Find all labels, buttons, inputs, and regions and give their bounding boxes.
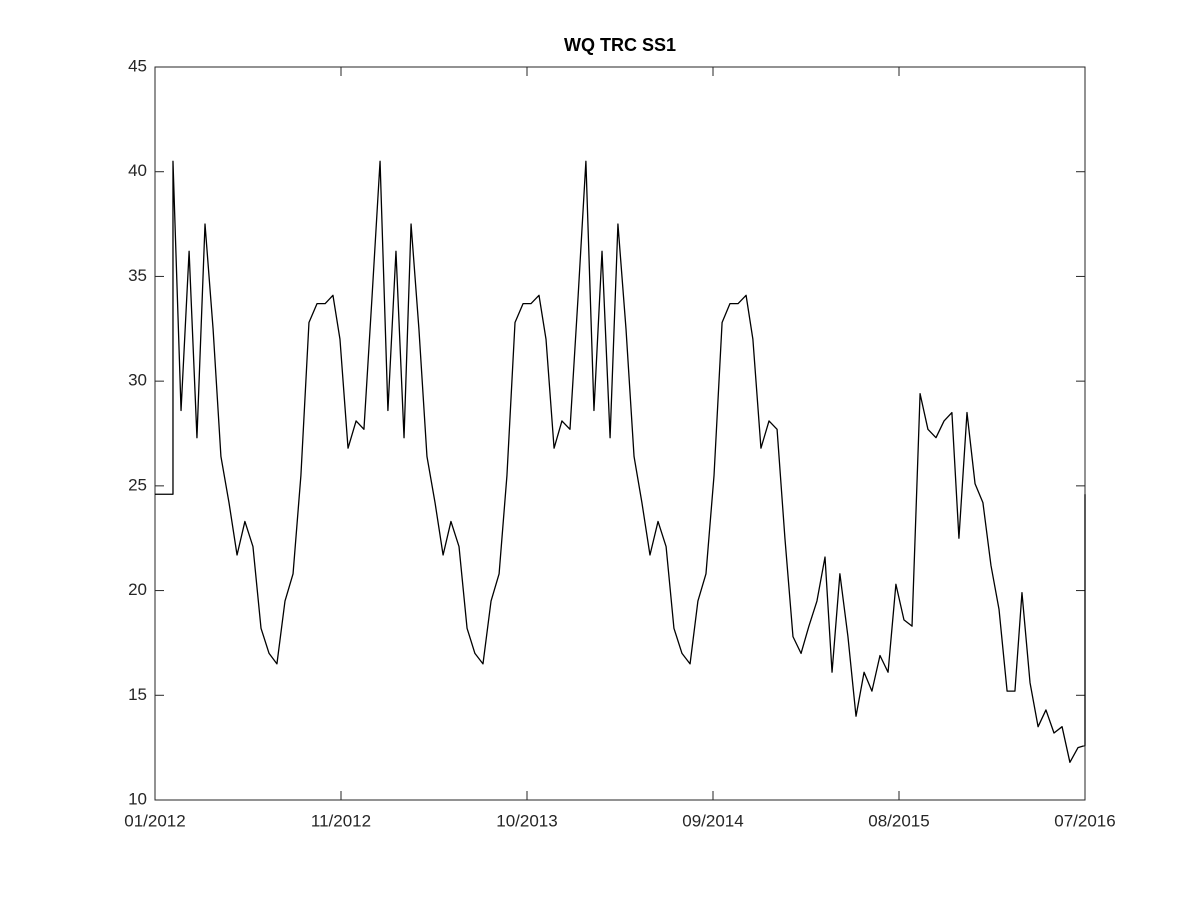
y-tick-label: 15: [128, 685, 147, 704]
y-tick-label: 20: [128, 580, 147, 599]
y-tick-label: 25: [128, 475, 147, 494]
data-line: [155, 160, 1086, 763]
y-tick-label: 35: [128, 266, 147, 285]
plot-frame: [154, 66, 1086, 801]
x-tick-label: 08/2015: [868, 811, 929, 830]
y-tick-label: 45: [128, 56, 147, 75]
x-tick-label: 11/2012: [311, 811, 371, 830]
x-tick-label: 09/2014: [682, 811, 743, 830]
chart-title: WQ TRC SS1: [564, 35, 676, 55]
y-tick-label: 10: [128, 789, 147, 808]
y-tick-label: 40: [128, 161, 147, 180]
x-tick-label: 10/2013: [496, 811, 557, 830]
y-tick-label: 30: [128, 371, 147, 390]
x-tick-label: 01/2012: [124, 811, 185, 830]
x-tick-label: 07/2016: [1054, 811, 1115, 830]
